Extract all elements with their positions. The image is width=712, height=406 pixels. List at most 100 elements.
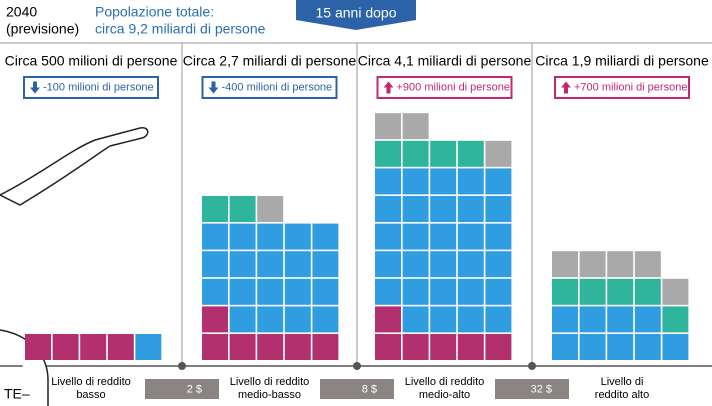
population-block (485, 334, 512, 360)
population-label: Circa 4,1 miliardi di persone (358, 53, 532, 69)
change-label: +700 milioni di persone (574, 81, 687, 93)
change-badge (376, 76, 513, 99)
population-block (375, 278, 401, 305)
threshold-label: 32 $ (531, 383, 552, 395)
population-block (457, 140, 484, 167)
change-badge (201, 76, 338, 99)
population-block (430, 334, 457, 360)
population-block (52, 334, 79, 360)
population-block (457, 196, 484, 222)
population-block (634, 334, 661, 360)
population-block (257, 278, 284, 305)
population-block (257, 251, 284, 278)
population-block (485, 196, 512, 222)
population-block (485, 306, 512, 333)
population-block (402, 251, 429, 278)
population-block (375, 168, 401, 195)
population-block (662, 306, 689, 333)
population-block (402, 140, 429, 167)
population-block (284, 278, 311, 305)
threshold-label: 8 $ (362, 383, 377, 395)
population-block (312, 223, 339, 250)
population-block (579, 306, 606, 333)
level-label: Livello di reddito (51, 376, 131, 388)
population-block (552, 278, 578, 305)
population-label: Circa 500 milioni di persone (5, 53, 178, 69)
change-label: -400 milioni di persone (222, 81, 333, 93)
population-block (375, 334, 401, 360)
population-block (485, 168, 512, 195)
population-block (135, 334, 162, 360)
threshold-dot (353, 362, 361, 370)
population-block (202, 334, 228, 360)
trend-arrow (30, 81, 40, 94)
population-block (457, 306, 484, 333)
level-label: Livello di (601, 376, 644, 388)
population-block (229, 278, 256, 305)
total-value: circa 9,2 miliardi di persone (95, 21, 266, 37)
population-block (607, 251, 634, 278)
population-block (229, 334, 256, 360)
change-label: -100 milioni di persone (43, 81, 154, 93)
population-block (312, 334, 339, 360)
change-badge (23, 76, 159, 99)
population-block (257, 196, 284, 222)
population-block (430, 251, 457, 278)
population-block (375, 196, 401, 222)
population-block (430, 140, 457, 167)
banner-text: 15 anni dopo (316, 5, 397, 21)
population-block (457, 334, 484, 360)
trend-arrow (383, 81, 394, 94)
population-block (257, 334, 284, 360)
population-label: Circa 2,7 miliardi di persone (183, 53, 357, 69)
threshold-dot (528, 362, 536, 370)
population-block (457, 223, 484, 250)
threshold-box (320, 379, 394, 399)
population-block (634, 251, 661, 278)
population-block (552, 334, 578, 360)
population-block (485, 140, 512, 167)
population-block (312, 251, 339, 278)
population-block (402, 306, 429, 333)
level-label: Livello di reddito (405, 376, 485, 388)
population-block (257, 306, 284, 333)
population-block (229, 306, 256, 333)
population-block (80, 334, 107, 360)
population-block (485, 251, 512, 278)
change-badge (554, 76, 690, 99)
population-block (229, 223, 256, 250)
population-block (202, 223, 228, 250)
population-block (430, 278, 457, 305)
population-block (284, 334, 311, 360)
threshold-label: 2 $ (187, 383, 202, 395)
population-block (402, 278, 429, 305)
population-block (579, 251, 606, 278)
population-block (257, 223, 284, 250)
population-block (457, 251, 484, 278)
level-label: Livello di reddito (230, 376, 310, 388)
threshold-dot (178, 362, 186, 370)
population-block (284, 306, 311, 333)
population-block (202, 196, 228, 222)
population-block (284, 251, 311, 278)
population-block (375, 223, 401, 250)
population-block (375, 306, 401, 333)
population-block (107, 334, 134, 360)
trend-arrow (208, 81, 219, 94)
population-block (402, 223, 429, 250)
total-label: Popolazione totale: (95, 4, 214, 20)
hand (0, 127, 149, 206)
population-block (375, 113, 401, 140)
population-block (25, 334, 51, 360)
bubble-text: TE– (4, 386, 30, 402)
threshold-box (495, 379, 569, 399)
population-block (430, 168, 457, 195)
population-block (579, 278, 606, 305)
population-block (402, 334, 429, 360)
population-block (607, 334, 634, 360)
population-block (430, 306, 457, 333)
population-block (607, 306, 634, 333)
population-block (457, 278, 484, 305)
population-block (552, 251, 578, 278)
banner (296, 0, 416, 30)
